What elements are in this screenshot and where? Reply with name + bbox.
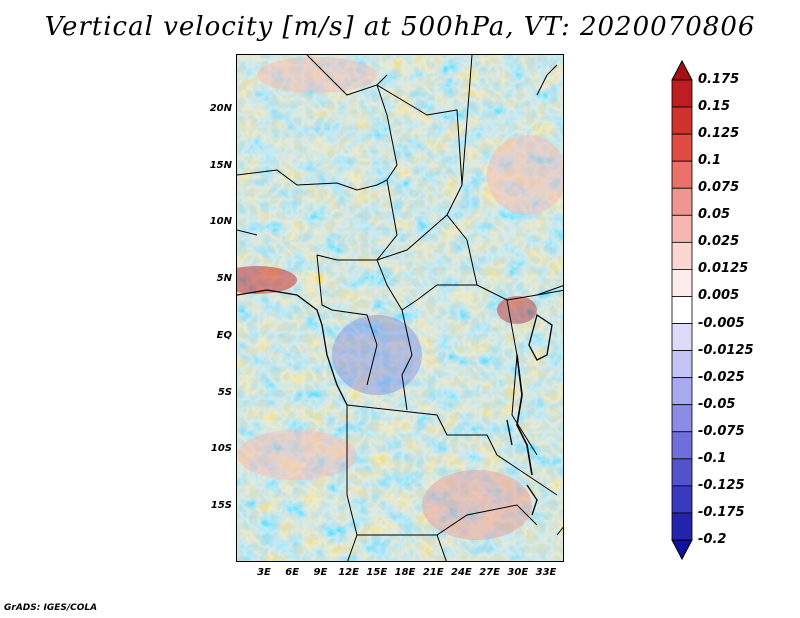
colorbar-level-label: 0.125 (698, 126, 740, 142)
colorbar-segment (671, 160, 693, 189)
colorbar-level-label: 0.0125 (698, 261, 749, 277)
lon-tick-label: 33E (535, 567, 557, 578)
colorbar-level-label: 0.025 (698, 234, 740, 250)
lon-tick-label: 12E (338, 567, 359, 578)
lat-tick-label: 5N (216, 273, 232, 285)
colorbar-segment (671, 404, 693, 433)
vertical-velocity-field (237, 55, 563, 561)
lat-tick-label: 10N (209, 216, 232, 228)
lon-tick-label: 6E (285, 567, 300, 578)
country-boundaries (237, 55, 563, 561)
colorbar-level-label: -0.0125 (698, 342, 754, 358)
colorbar-level-label: 0.005 (698, 288, 740, 304)
colorbar-level-label: -0.005 (698, 315, 745, 331)
colorbar-segment (671, 106, 693, 135)
grads-credit: GrADS: IGES/COLA (4, 603, 98, 613)
colorbar-level-label: -0.175 (698, 504, 745, 520)
lat-tick-label: 20N (209, 103, 232, 114)
colorbar-top-arrow (671, 60, 693, 81)
colorbar-segment (671, 187, 693, 216)
colorbar-level-label: -0.075 (698, 423, 745, 439)
ascent-area-south-west (237, 430, 357, 480)
ascent-area-north-east (487, 135, 563, 215)
colorbar-segment (671, 296, 693, 324)
colorbar-segment (671, 485, 693, 514)
colorbar-level-label: 0.05 (698, 207, 731, 223)
lon-tick-label: 30E (507, 567, 529, 578)
colorbar-segment (671, 214, 693, 243)
colorbar-segment (671, 79, 693, 108)
colorbar-level-label: 0.1 (698, 153, 722, 169)
colorbar-level-label: 0.15 (698, 99, 731, 115)
lon-tick-label: 3E (257, 567, 271, 578)
map-panel (236, 54, 564, 562)
colorbar-segment (671, 241, 693, 270)
descent-area-central (332, 315, 422, 395)
strong-ascent-area-west-coast (237, 266, 297, 294)
ascent-area-north (257, 57, 377, 93)
colorbar-segment (671, 458, 693, 487)
colorbar-level-label: 0.075 (698, 180, 740, 196)
ascent-area-south-east (422, 470, 532, 540)
colorbar-segment (671, 512, 693, 541)
lon-tick-label: 9E (313, 567, 328, 578)
lon-tick-label: 18E (394, 567, 416, 578)
lon-tick-label: 21E (422, 567, 444, 578)
strong-ascent-area-east (497, 296, 537, 324)
colorbar-level-label: 0.175 (698, 72, 740, 87)
lat-tick-label: 10S (210, 443, 232, 455)
colorbar-segment (671, 133, 693, 162)
lon-tick-label: 24E (451, 567, 472, 578)
coastlines-and-lakes (237, 289, 553, 516)
colorbar-level-label: -0.2 (698, 532, 727, 547)
colorbar-level-label: -0.125 (698, 477, 745, 493)
lat-tick-label: 5S (217, 386, 232, 398)
colorbar-segment (671, 431, 693, 460)
colorbar-segment (671, 269, 693, 297)
colorbar-bottom-arrow (671, 539, 693, 560)
colorbar-segment (671, 350, 693, 379)
map-title: Vertical velocity [m/s] at 500hPa, VT: 2… (44, 12, 756, 42)
lat-tick-label: 15S (210, 499, 232, 511)
lon-tick-label: 15E (366, 567, 388, 578)
lat-tick-label: 15N (209, 159, 232, 171)
colorbar-level-label: -0.05 (698, 396, 736, 412)
lat-tick-label: EQ (216, 329, 232, 341)
colorbar-level-label: -0.1 (698, 450, 727, 466)
colorbar-level-label: -0.025 (698, 369, 745, 385)
lon-tick-label: 27E (479, 567, 500, 578)
colorbar (671, 60, 693, 560)
colorbar-segment (671, 323, 693, 351)
colorbar-segment (671, 377, 693, 406)
